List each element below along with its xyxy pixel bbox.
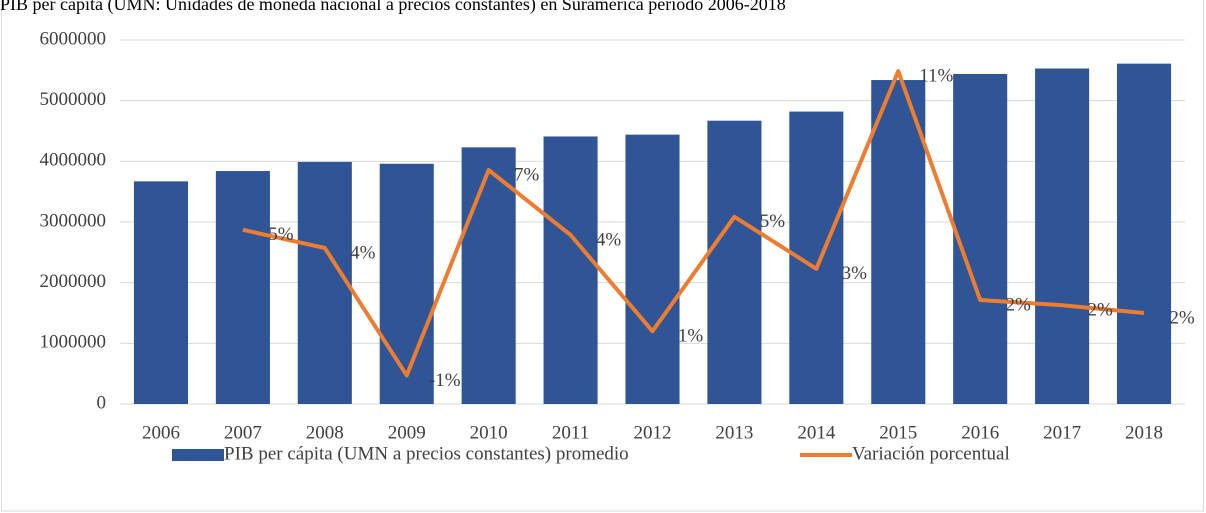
bar [215,171,270,404]
y-tick-label: 5000000 [40,89,107,110]
data-label: 2% [1169,307,1195,328]
legend-label: PIB per cápita (UMN a precios constantes… [224,443,629,464]
data-label: 5% [268,224,294,245]
line [242,69,1145,378]
data-label: 7% [514,164,540,185]
bar [953,73,1008,405]
y-tick-label: 0 [97,392,107,413]
y-tick-label: 6000000 [40,28,107,49]
bar [297,161,352,404]
x-tick-label: 2015 [879,422,917,443]
x-tick-label: 2011 [552,422,589,443]
data-label: 11% [919,66,953,87]
bar [1035,68,1090,404]
data-label: 4% [350,242,376,263]
bar [133,181,188,404]
data-label: 3% [842,263,868,284]
bar [707,120,762,404]
x-tick-label: 2009 [388,422,426,443]
x-tick-label: 2018 [1125,422,1163,443]
data-label: 1% [678,326,704,347]
x-tick-label: 2017 [1043,422,1081,443]
legend-swatch [172,449,224,461]
data-label: 2% [1006,294,1032,315]
data-label: 5% [760,211,786,232]
data-label: -1% [429,370,461,391]
x-tick-label: 2014 [797,422,836,443]
y-tick-label: 1000000 [40,332,107,353]
legend-label: Variación porcentual [852,443,1010,464]
x-tick-label: 2006 [142,422,180,443]
x-tick-label: 2013 [715,422,753,443]
x-tick-label: 2016 [961,422,999,443]
bar [625,134,680,404]
bar [379,163,434,404]
data-label: 2% [1087,300,1113,321]
chart-title: PIB per cápita (UMN: Unidades de moneda … [0,0,786,15]
y-tick-label: 4000000 [40,150,107,171]
data-label: 4% [596,229,622,250]
bar [543,136,598,404]
y-tick-label: 3000000 [40,210,107,231]
x-tick-label: 2008 [306,422,344,443]
bar [1117,63,1172,404]
bar [871,80,926,404]
x-tick-label: 2010 [470,422,508,443]
x-tick-label: 2007 [224,422,262,443]
y-tick-label: 2000000 [40,271,107,292]
x-tick-label: 2012 [634,422,672,443]
bar [461,147,516,404]
